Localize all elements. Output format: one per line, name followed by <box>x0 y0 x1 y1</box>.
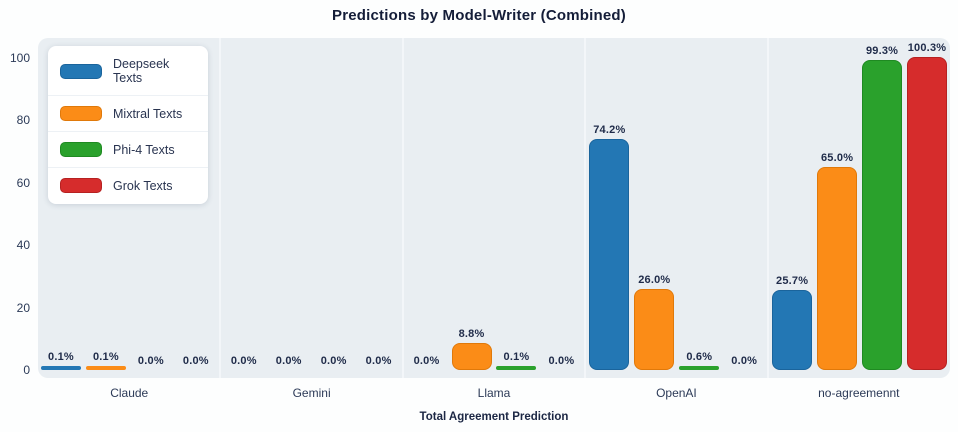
bar-value-label: 0.1% <box>92 351 119 363</box>
bar-slot: 0.1% <box>84 351 128 370</box>
bar-slot: 74.2% <box>587 123 631 370</box>
legend-item: Mixtral Texts <box>48 95 208 131</box>
chart-title: Predictions by Model-Writer (Combined) <box>331 7 626 24</box>
bar-Deepseek Texts <box>40 366 81 370</box>
bar-Mixtral Texts <box>634 288 675 370</box>
y-tick-label: 0 <box>23 363 30 377</box>
bar-slot: 0.0% <box>174 355 218 370</box>
bar-value-label: 0.1% <box>48 351 74 363</box>
bar-slot: 99.3% <box>860 45 904 370</box>
bar-value-label: 99.3% <box>865 45 899 58</box>
bar-Phi-4 Texts <box>679 366 720 370</box>
bar-slot: 0.0% <box>312 355 356 370</box>
y-tick-label: 20 <box>16 300 30 315</box>
category-group-no-agreemennt: 25.7% 65.0% 99.3% 100.3% <box>767 38 950 378</box>
bar-slot: 65.0% <box>815 152 859 370</box>
bar-slot: 25.7% <box>770 275 814 370</box>
bar-value-label: 8.8% <box>458 327 485 340</box>
bar-value-label: 0.0% <box>548 355 575 367</box>
legend-swatch-icon <box>60 106 102 121</box>
bar-value-label: 100.3% <box>907 42 947 55</box>
y-tick-label: 60 <box>16 175 30 190</box>
bar-Phi-4 Texts <box>862 60 903 370</box>
x-category-label: Llama <box>477 386 511 400</box>
category-group-Llama: 0.0% 8.8% 0.1% 0.0% <box>401 38 585 378</box>
bar-Phi-4 Texts <box>496 366 537 370</box>
x-category-label: no-agreemennt <box>818 386 900 400</box>
category-group-OpenAI: 74.2% 26.0% 0.6% 0.0% <box>584 38 767 378</box>
bar-slot: 0.0% <box>405 355 449 370</box>
bar-slot: 0.0% <box>539 355 583 370</box>
category-group-Gemini: 0.0% 0.0% 0.0% 0.0% <box>218 38 402 378</box>
bar-slot: 0.0% <box>267 355 311 370</box>
bar-Deepseek Texts <box>589 138 630 370</box>
legend-label: Phi-4 Texts <box>113 142 175 157</box>
bar-slot: 0.1% <box>39 351 83 370</box>
bar-Mixtral Texts <box>817 167 858 370</box>
x-axis-labels: Claude Gemini Llama OpenAI no-agreemennt <box>38 386 950 400</box>
bar-value-label: 0.6% <box>686 351 713 363</box>
bar-value-label: 0.0% <box>182 355 209 367</box>
legend-swatch-icon <box>60 178 102 193</box>
bar-value-label: 26.0% <box>638 273 671 286</box>
bar-slot: 0.0% <box>129 355 173 370</box>
legend-item: Grok Texts <box>48 167 208 203</box>
legend-swatch-icon <box>60 63 102 79</box>
x-axis-title: Total Agreement Prediction <box>419 411 569 423</box>
bar-value-label: 0.0% <box>320 355 347 367</box>
legend: Deepseek Texts Mixtral Texts Phi-4 Texts Gr… <box>48 46 208 204</box>
x-category-label: OpenAI <box>656 386 697 400</box>
bar-slot: 8.8% <box>450 328 494 370</box>
bar-value-label: 0.0% <box>731 355 758 367</box>
bar-value-label: 0.0% <box>365 355 392 367</box>
bar-value-label: 74.2% <box>593 123 626 136</box>
bar-Deepseek Texts <box>772 289 813 370</box>
bar-Mixtral Texts <box>85 366 126 370</box>
bar-Grok Texts <box>907 57 947 370</box>
bar-value-label: 25.7% <box>776 274 809 287</box>
bar-value-label: 0.0% <box>275 355 302 367</box>
legend-label: Mixtral Texts <box>113 106 183 121</box>
bar-slot: 26.0% <box>632 274 676 370</box>
y-tick-label: 80 <box>16 113 30 128</box>
category-group-Claude: 0.1% 0.1% 0.0% 0.0% <box>38 38 219 378</box>
x-category-label: Gemini <box>292 386 331 400</box>
legend-label: Deepseek Texts <box>113 57 170 85</box>
bar-value-label: 0.1% <box>503 351 530 363</box>
bar-value-label: 0.0% <box>413 355 440 367</box>
bar-slot: 0.0% <box>357 355 401 370</box>
legend-item: Deepseek Texts <box>48 47 208 95</box>
y-tick-label: 40 <box>16 238 30 253</box>
legend-item: Phi-4 Texts <box>48 131 208 167</box>
bar-value-label: 65.0% <box>820 152 854 165</box>
bar-slot: 0.0% <box>722 355 766 370</box>
bar-slot: 0.0% <box>222 355 266 370</box>
bar-value-label: 0.0% <box>137 355 164 367</box>
legend-swatch-icon <box>60 142 102 157</box>
legend-label: Grok Texts <box>113 178 173 193</box>
x-category-label: Claude <box>110 386 149 400</box>
bar-slot: 0.1% <box>494 351 538 370</box>
bar-slot: 100.3% <box>905 42 949 370</box>
bar-slot: 0.6% <box>677 351 721 370</box>
y-tick-label: 100 <box>9 51 30 65</box>
bar-Mixtral Texts <box>451 342 492 370</box>
bar-value-label: 0.0% <box>230 355 257 367</box>
